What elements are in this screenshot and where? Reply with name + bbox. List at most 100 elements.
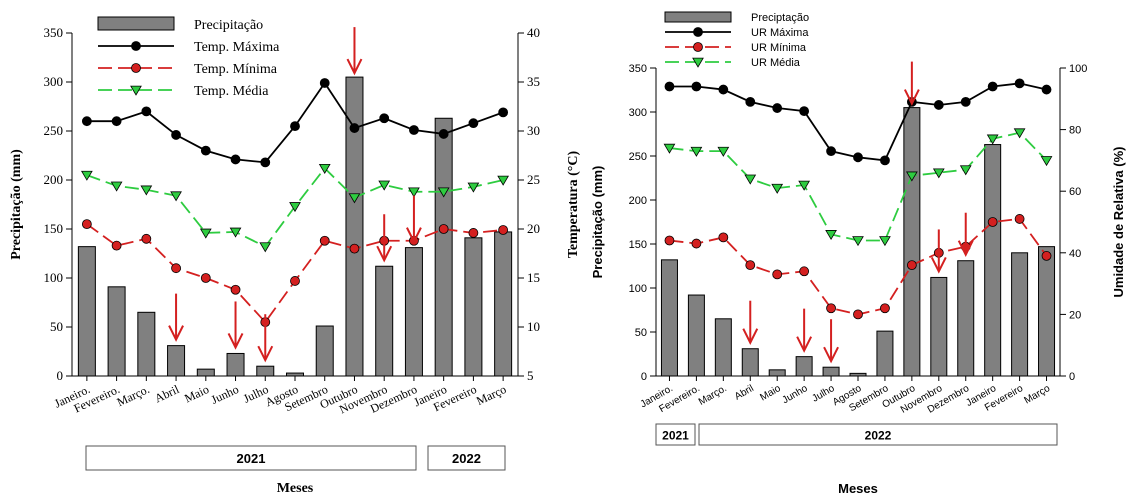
annotation-arrow-head: [346, 58, 363, 76]
series-point: [260, 157, 271, 168]
legend-swatch-marker: [131, 63, 141, 73]
y-tick-label-right: 40: [1069, 248, 1081, 260]
series-point: [80, 170, 93, 181]
series-point: [378, 180, 391, 191]
series-point: [171, 130, 181, 140]
precip-bar: [903, 107, 921, 377]
series-point: [141, 233, 152, 244]
annotation-arrow-head: [376, 245, 393, 263]
series-point: [853, 309, 863, 320]
y-tick-label-right: 60: [1069, 186, 1081, 198]
legend-swatch-bar: [97, 16, 175, 31]
series-point: [772, 269, 783, 280]
category-label: Abril: [733, 383, 756, 403]
legend-swatch-bar: [664, 11, 732, 23]
series-point: [691, 81, 702, 92]
y-tick-label-right: 25: [527, 172, 540, 187]
category-label: Abril: [152, 382, 181, 406]
y-tick-label-right: 0: [1069, 371, 1075, 383]
series-point: [498, 107, 509, 118]
series-point: [141, 106, 152, 117]
y-tick-label-left: 150: [629, 239, 647, 251]
y-tick-label-left: 50: [635, 327, 647, 339]
precip-bar: [930, 276, 948, 377]
y-tick-label-left: 100: [44, 270, 64, 285]
series-point: [348, 193, 361, 204]
precip-bar: [876, 330, 894, 377]
series-point: [1041, 250, 1052, 261]
series-point: [826, 303, 836, 314]
legend-label: Temp. Mínima: [194, 62, 278, 77]
precip-bar: [494, 231, 513, 377]
series-point: [498, 225, 509, 235]
precip-bar: [315, 325, 334, 377]
legend-label: UR Mínima: [751, 42, 807, 54]
y-tick-label-right: 40: [527, 25, 540, 40]
series-point: [880, 303, 890, 314]
annotation-arrow-head: [930, 256, 947, 274]
year-group-label: 2022: [452, 451, 481, 466]
y-tick-label-right: 35: [527, 74, 540, 89]
series-point: [111, 240, 122, 251]
series-point: [290, 121, 300, 131]
precip-bar: [822, 366, 840, 377]
series-point: [81, 219, 92, 230]
y-tick-label-right: 20: [527, 221, 540, 236]
legend-label: Temp. Máxima: [194, 40, 280, 55]
series-point: [986, 134, 999, 145]
series-point: [110, 181, 123, 192]
series-point: [745, 96, 756, 107]
series-point: [1041, 84, 1052, 95]
legend-swatch-marker: [131, 41, 141, 51]
y-tick-label-right: 30: [527, 123, 540, 138]
series-point: [1040, 156, 1053, 167]
precip-bar: [375, 265, 394, 377]
series-point: [409, 125, 419, 135]
series-point: [905, 171, 918, 182]
series-point: [932, 168, 945, 179]
series-point: [200, 145, 211, 156]
annotation-arrow-head: [903, 89, 920, 106]
annotation-arrow-head: [257, 345, 274, 363]
series-point: [200, 273, 211, 283]
y-tick-label-left: 350: [44, 25, 64, 40]
precip-bar: [984, 144, 1002, 377]
precip-bar: [434, 117, 453, 377]
series-point: [229, 227, 242, 238]
series-point: [438, 224, 449, 234]
series-point: [744, 174, 757, 185]
series-point: [799, 266, 810, 277]
legend-label: UR Máxima: [751, 27, 809, 39]
series-point: [960, 96, 971, 107]
series-point: [879, 236, 891, 247]
annotation-arrow-head: [227, 333, 244, 350]
legend-label: Precipitação: [194, 18, 263, 33]
series-point: [230, 284, 241, 295]
series-point: [379, 113, 390, 124]
chart-left-temperature: 050100150200250300350510152025303540Jane…: [9, 16, 581, 496]
series-point: [906, 260, 917, 271]
series-point: [290, 276, 300, 286]
series-point: [497, 175, 510, 186]
series-point: [140, 185, 153, 196]
category-label: Junho: [209, 382, 241, 407]
precip-bar: [957, 260, 975, 377]
series-point: [933, 100, 944, 110]
year-group-box: [427, 445, 506, 471]
y-axis-title-right: Umidade de Relativa (%): [1111, 147, 1126, 298]
series-point: [468, 118, 479, 129]
series-point: [1014, 78, 1025, 89]
y-tick-label-left: 0: [57, 368, 64, 383]
y-tick-label-left: 300: [629, 107, 647, 119]
series-point: [111, 116, 122, 127]
category-label: Maio: [758, 383, 783, 404]
legend-swatch-marker: [693, 42, 703, 52]
series-point: [230, 154, 241, 165]
y-tick-label-left: 200: [44, 172, 64, 187]
precip-bar: [404, 247, 423, 377]
y-tick-label-left: 200: [629, 195, 647, 207]
series-point: [199, 228, 212, 239]
y-tick-label-left: 250: [44, 123, 64, 138]
precip-bar: [345, 76, 364, 377]
precip-bar: [107, 286, 126, 377]
